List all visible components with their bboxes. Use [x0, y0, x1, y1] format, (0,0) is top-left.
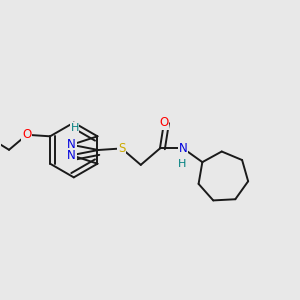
Text: O: O [159, 116, 169, 129]
Text: N: N [179, 142, 188, 155]
Text: S: S [118, 142, 125, 155]
Text: H: H [177, 159, 186, 169]
Text: H: H [70, 123, 79, 133]
Text: O: O [22, 128, 32, 141]
Text: N: N [67, 149, 76, 162]
Text: N: N [67, 138, 76, 151]
